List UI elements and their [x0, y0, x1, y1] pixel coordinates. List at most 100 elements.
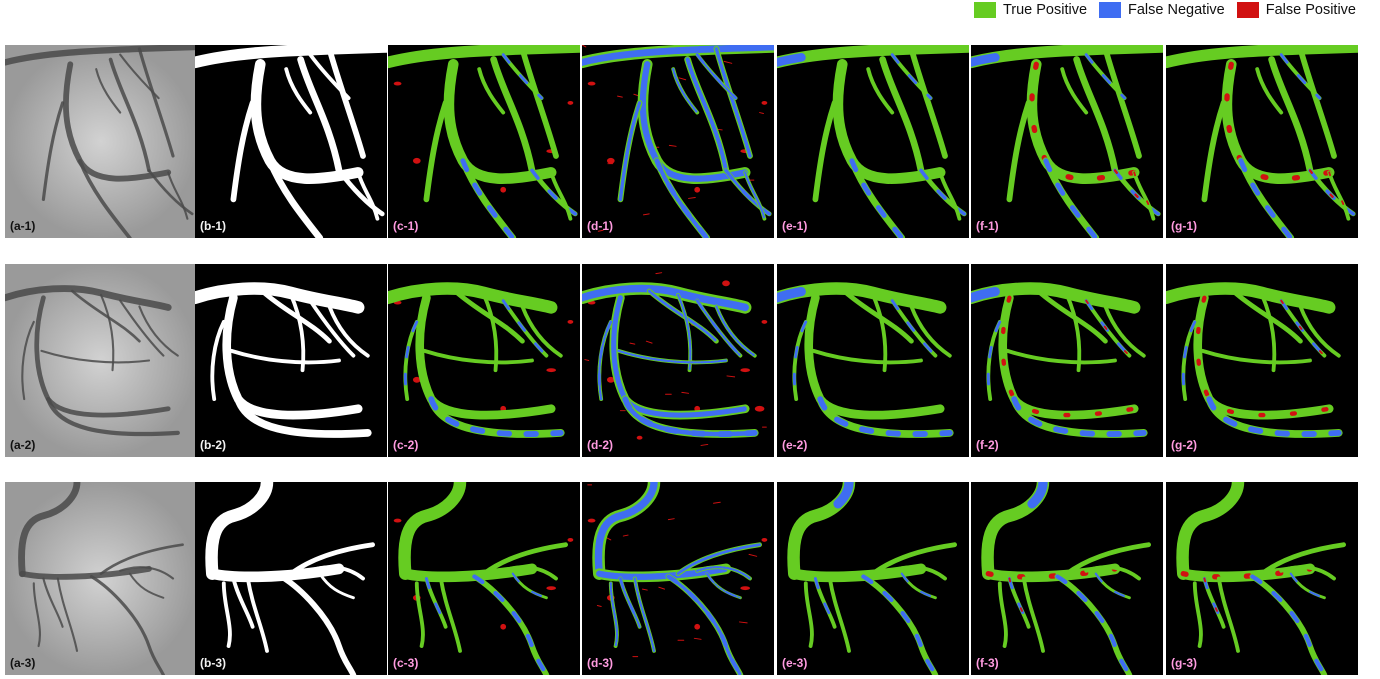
- panel-label: (e-2): [782, 438, 808, 452]
- vessel-segment: [245, 576, 269, 653]
- panel-image: [5, 482, 197, 675]
- noise-blob: [546, 586, 556, 591]
- false-negative-swatch: [1099, 2, 1122, 18]
- noise-blob: [393, 518, 402, 523]
- vessel-segment: [1280, 299, 1326, 357]
- vessel-segment: [695, 299, 742, 358]
- vessel-segment: [327, 304, 370, 358]
- segmentation-panel: (g-2): [1166, 264, 1358, 457]
- noise-blob: [740, 368, 750, 373]
- vessel-segment: [645, 340, 653, 344]
- vessel-segment: [1007, 577, 1031, 629]
- vessel-segment: [676, 543, 762, 576]
- vessel-segment: [938, 170, 962, 221]
- panel-image: [777, 45, 969, 238]
- vessel-segment: [195, 45, 387, 69]
- panel-background: [195, 45, 387, 238]
- vessel-segment: [582, 45, 587, 48]
- vessel-segment: [986, 320, 1002, 401]
- vessel-segment: [424, 577, 448, 629]
- vessel-segment: [1073, 56, 1119, 174]
- segmentation-panel: (c-3): [388, 482, 580, 675]
- noise-blob: [761, 319, 768, 324]
- vessel-segment: [1192, 581, 1203, 648]
- vessel-segment: [288, 542, 375, 577]
- vessel-segment: [428, 396, 564, 437]
- vessel-segment: [695, 53, 738, 100]
- panel-background: [1166, 45, 1358, 238]
- panel-label: (a-2): [10, 438, 36, 452]
- vessel-segment: [137, 47, 175, 158]
- vessel-segment: [654, 158, 710, 238]
- panel-image: [5, 264, 197, 457]
- vessel-segment: [597, 229, 604, 232]
- vessel-segment: [724, 168, 771, 216]
- vessel-segment: [519, 45, 559, 159]
- vessel-segment: [210, 319, 226, 402]
- vessel-segment: [582, 45, 774, 66]
- segmentation-panel: (c-2): [388, 264, 580, 457]
- vessel-segment: [1279, 565, 1336, 581]
- segmentation-panel: (d-1): [582, 45, 774, 238]
- vessel-segment: [633, 577, 656, 653]
- segmentation-panel: (d-2): [582, 264, 774, 457]
- panel-background: [388, 45, 580, 238]
- panel-label: (d-2): [587, 438, 613, 452]
- vessel-segment: [696, 566, 752, 580]
- vessel-segment: [460, 158, 516, 238]
- vessel-segment: [108, 57, 151, 173]
- vessel-segment: [231, 576, 255, 629]
- vessel-segment: [1297, 45, 1337, 159]
- noise-blob: [606, 376, 615, 383]
- vessel-segment: [723, 60, 733, 64]
- vessel-segment: [642, 213, 650, 216]
- vessel-segment: [667, 518, 675, 521]
- vessel-segment: [582, 284, 749, 312]
- vessel-segment: [617, 349, 728, 364]
- angiogram-panel: (a-1): [5, 45, 197, 238]
- panel-image: [195, 45, 387, 238]
- vessel-segment: [1181, 320, 1197, 401]
- vessel-segment: [119, 53, 160, 100]
- vessel-segment: [1216, 576, 1240, 653]
- vessel-segment: [308, 298, 356, 358]
- vessel-segment: [1043, 158, 1099, 238]
- vessel-segment: [1259, 542, 1346, 577]
- segmentation-panel: (f-1): [971, 45, 1163, 238]
- vessel-segment: [18, 482, 81, 578]
- segmentation-panel: (e-1): [777, 45, 969, 238]
- vessel-segment: [705, 572, 742, 599]
- ground-truth-panel: (b-3): [195, 482, 387, 675]
- panel-image: [582, 45, 774, 238]
- segmentation-panel: (e-3): [777, 482, 969, 675]
- vessel-segment: [759, 112, 764, 114]
- segmentation-panel: (g-3): [1166, 482, 1358, 675]
- vessel-segment: [596, 605, 602, 607]
- vessel-segment: [1011, 396, 1147, 437]
- vessel-segment: [971, 283, 1139, 313]
- vessel-segment: [827, 576, 851, 653]
- vessel-segment: [1279, 53, 1322, 100]
- vessel-segment: [326, 45, 366, 159]
- vessel-segment: [617, 95, 623, 98]
- vessel-segment: [234, 395, 372, 438]
- vessel-segment: [1166, 45, 1358, 69]
- segmentation-panel: (c-1): [388, 45, 580, 238]
- vessel-segment: [672, 67, 699, 114]
- segmentation-panel: (d-3): [582, 482, 774, 675]
- panel-image: [971, 45, 1163, 238]
- vessel-segment: [95, 68, 122, 114]
- vessel-segment: [388, 282, 558, 314]
- angiogram-panel: (a-2): [5, 264, 197, 457]
- noise-blob: [754, 405, 765, 412]
- vessel-segment: [1201, 100, 1227, 203]
- noise-blob: [722, 280, 730, 287]
- noise-blob: [740, 586, 750, 591]
- panel-image: [1166, 482, 1358, 675]
- vessel-segment: [501, 299, 548, 358]
- vessel-segment: [1200, 348, 1312, 365]
- panel-background: [5, 45, 197, 238]
- noise-blob: [587, 81, 596, 86]
- legend: True Positive False Negative False Posit…: [973, 2, 1356, 18]
- vessel-segment: [207, 563, 345, 583]
